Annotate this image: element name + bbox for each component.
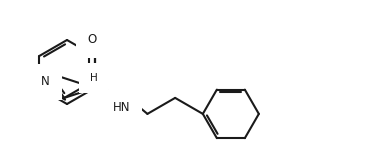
Text: O: O (87, 33, 97, 46)
Text: N: N (41, 76, 50, 88)
Text: HN: HN (113, 101, 130, 114)
Text: H: H (90, 73, 98, 83)
